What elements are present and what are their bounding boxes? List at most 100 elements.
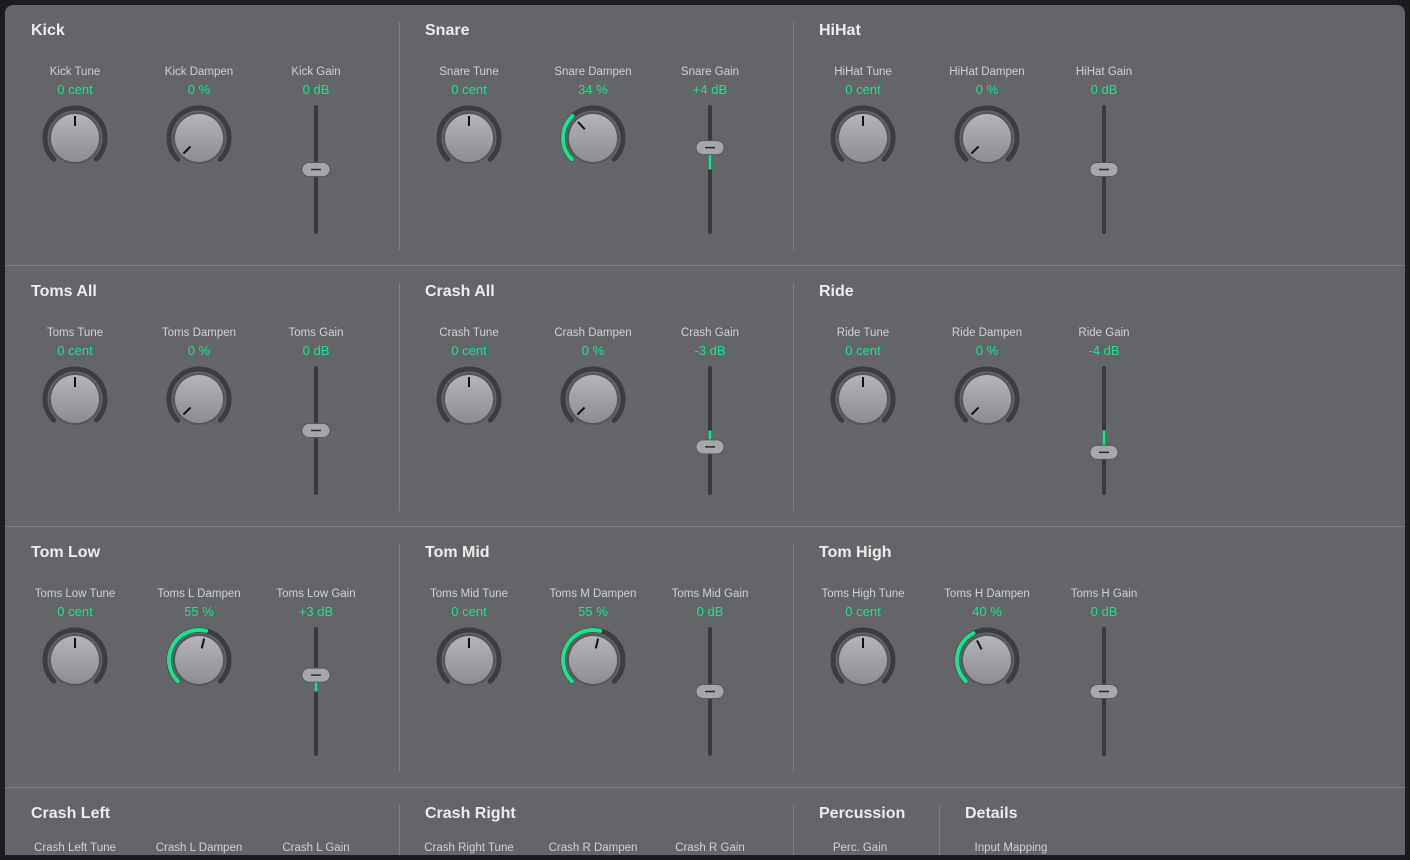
control-hihat-tune: HiHat Tune 0 cent (803, 5, 923, 265)
control-value[interactable]: 0 dB (302, 343, 330, 358)
knob-track (166, 366, 232, 423)
control-value[interactable]: 0 cent (57, 604, 93, 619)
control-crash-r-dampen: Crash R Dampen (533, 788, 653, 855)
control-value[interactable]: 0 cent (451, 82, 487, 97)
control-toms-low-tune: Toms Low Tune 0 cent (15, 527, 135, 787)
control-value[interactable]: 0 cent (845, 82, 881, 97)
knob-cap (51, 375, 99, 423)
row-divider (5, 265, 1405, 266)
tune-knob[interactable] (828, 625, 898, 695)
control-label: Toms H Dampen (944, 588, 1030, 600)
dampen-knob[interactable] (952, 625, 1022, 695)
control-toms-high-tune: Toms High Tune 0 cent (803, 527, 923, 787)
control-hihat-dampen: HiHat Dampen 0 % (927, 5, 1047, 265)
knob-track (42, 627, 108, 684)
section-divider (399, 805, 400, 855)
gain-slider[interactable] (301, 363, 331, 498)
control-label: Crash R Dampen (548, 842, 638, 854)
control-value[interactable]: 0 cent (57, 343, 93, 358)
knob-track (436, 627, 502, 684)
control-crash-left-tune: Crash Left Tune (15, 788, 135, 855)
control-value[interactable]: 0 % (975, 82, 999, 97)
control-value[interactable]: 0 cent (451, 604, 487, 619)
control-value[interactable]: +4 dB (692, 82, 728, 97)
control-value[interactable]: 0 % (187, 82, 211, 97)
section-tom-low: Tom Low Toms Low Tune 0 cent Toms L Dampen… (5, 527, 399, 787)
control-value[interactable]: 55 % (184, 604, 214, 619)
dampen-knob[interactable] (558, 103, 628, 173)
control-value[interactable]: 34 % (578, 82, 608, 97)
gain-slider[interactable] (1089, 102, 1119, 237)
control-crash-l-gain: Crash L Gain (256, 788, 376, 855)
control-value[interactable]: 0 % (975, 343, 999, 358)
knob-cap (839, 114, 887, 162)
gain-slider[interactable] (1089, 624, 1119, 759)
section-title: Crash Left (31, 805, 111, 822)
control-ride-dampen: Ride Dampen 0 % (927, 266, 1047, 526)
knob-value-arc (955, 631, 976, 684)
control-value[interactable]: 0 cent (451, 343, 487, 358)
gain-slider[interactable] (695, 363, 725, 498)
control-value[interactable]: +3 dB (298, 604, 334, 619)
control-value[interactable]: 0 % (581, 343, 605, 358)
control-value[interactable]: 0 dB (1090, 604, 1118, 619)
control-label: Ride Tune (836, 327, 890, 339)
gain-slider[interactable] (301, 102, 331, 237)
control-value[interactable]: 0 cent (845, 343, 881, 358)
control-value[interactable]: -4 dB (1088, 343, 1120, 358)
tune-knob[interactable] (828, 364, 898, 434)
dampen-knob[interactable] (952, 364, 1022, 434)
tune-knob[interactable] (434, 625, 504, 695)
tune-knob[interactable] (434, 364, 504, 434)
gain-slider[interactable] (301, 624, 331, 759)
control-crash-gain: Crash Gain -3 dB (650, 266, 770, 526)
control-value[interactable]: 0 cent (845, 604, 881, 619)
dampen-knob[interactable] (952, 103, 1022, 173)
tune-knob[interactable] (40, 364, 110, 434)
control-value[interactable]: 0 % (187, 343, 211, 358)
section-row: Toms All Toms Tune 0 cent Toms Dampen 0 % T… (5, 266, 1405, 526)
knob-cap (963, 636, 1011, 684)
control-value[interactable]: 0 cent (57, 82, 93, 97)
control-value[interactable]: 0 dB (696, 604, 724, 619)
knob-cap (445, 114, 493, 162)
gain-slider[interactable] (695, 102, 725, 237)
control-value[interactable]: 40 % (972, 604, 1002, 619)
control-label: Snare Tune (439, 66, 499, 78)
tune-knob[interactable] (434, 103, 504, 173)
section-ride: Ride Ride Tune 0 cent Ride Dampen 0 % Ride … (793, 266, 1405, 526)
control-label: Kick Tune (49, 66, 101, 78)
control-snare-tune: Snare Tune 0 cent (409, 5, 529, 265)
knob-cap (175, 375, 223, 423)
dampen-knob[interactable] (164, 364, 234, 434)
dampen-knob[interactable] (558, 364, 628, 434)
control-label: Kick Gain (291, 66, 341, 78)
control-value[interactable]: -3 dB (694, 343, 726, 358)
control-label: Toms High Tune (821, 588, 905, 600)
knob-pointer (594, 638, 600, 649)
tune-knob[interactable] (40, 625, 110, 695)
control-label: Crash Dampen (554, 327, 632, 339)
section-divider (399, 283, 400, 511)
dampen-knob[interactable] (164, 625, 234, 695)
knob-pointer (182, 406, 192, 416)
tune-knob[interactable] (828, 103, 898, 173)
knob-pointer (970, 145, 980, 155)
control-value[interactable]: 0 dB (302, 82, 330, 97)
knob-cap (963, 375, 1011, 423)
dampen-knob[interactable] (164, 103, 234, 173)
knob-cap (569, 636, 617, 684)
knob-track (42, 366, 108, 423)
control-label: Toms Dampen (161, 327, 237, 339)
gain-slider[interactable] (1089, 363, 1119, 498)
control-label: Ride Gain (1078, 327, 1130, 339)
knob-pointer (970, 406, 980, 416)
tune-knob[interactable] (40, 103, 110, 173)
dampen-knob[interactable] (558, 625, 628, 695)
control-value[interactable]: 55 % (578, 604, 608, 619)
knob-track (954, 105, 1020, 162)
control-value[interactable]: 0 dB (1090, 82, 1118, 97)
gain-slider[interactable] (695, 624, 725, 759)
section-title: Details (965, 805, 1018, 822)
control-label: Kick Dampen (164, 66, 234, 78)
